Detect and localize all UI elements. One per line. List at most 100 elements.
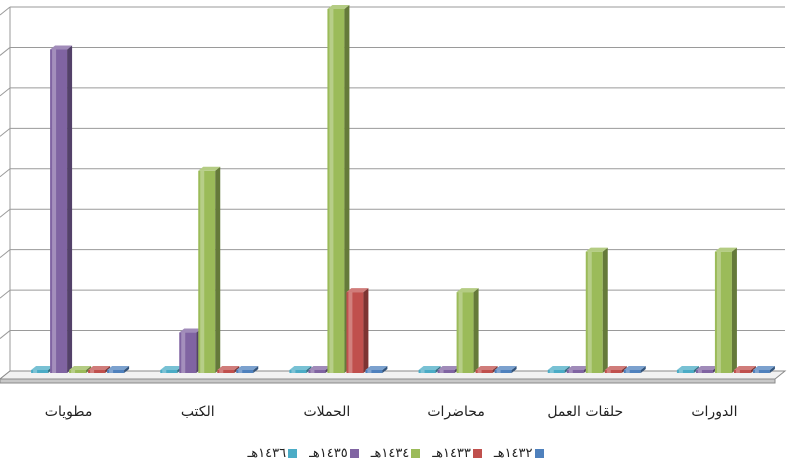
bar-side xyxy=(253,366,259,373)
bar-side xyxy=(344,5,350,373)
bar-side xyxy=(363,288,369,373)
bar xyxy=(289,366,312,373)
bar xyxy=(733,366,756,373)
bar-highlight xyxy=(754,370,759,373)
bar-front xyxy=(236,370,254,373)
bar xyxy=(585,247,608,373)
bar-highlight xyxy=(587,251,592,373)
bar-front xyxy=(365,370,383,373)
bar-front xyxy=(566,370,584,373)
gridline-side xyxy=(0,47,11,56)
bar-front xyxy=(31,370,49,373)
legend-item: ١٤٣٢هـ xyxy=(494,446,544,461)
bar-top xyxy=(623,366,646,370)
gridline-side xyxy=(0,289,11,299)
bar-front xyxy=(308,370,326,373)
category-label: الدورات xyxy=(691,404,737,420)
bar-top xyxy=(236,366,259,370)
bar xyxy=(456,288,479,373)
category-label: حلقات العمل xyxy=(547,404,623,420)
legend-item: ١٤٣٣هـ xyxy=(432,446,482,461)
bar xyxy=(69,366,92,373)
bar-highlight xyxy=(420,370,425,373)
bar-side xyxy=(473,288,479,373)
legend: ١٤٣٢هـ ١٤٣٣هـ ١٤٣٤هـ ١٤٣٥هـ ١٤٣٦هـ xyxy=(0,446,791,461)
category-label: الحملات xyxy=(304,404,351,420)
legend-label: ١٤٣٢هـ xyxy=(493,446,533,461)
bar-highlight xyxy=(310,370,315,373)
bar-highlight xyxy=(109,370,114,373)
bar-highlight xyxy=(348,292,353,373)
bar-highlight xyxy=(33,370,38,373)
bar-side xyxy=(435,366,441,373)
bar xyxy=(50,45,73,373)
bar-side xyxy=(693,366,699,373)
bar-top xyxy=(160,366,183,370)
legend-label: ١٤٣٤هـ xyxy=(370,446,410,461)
bar-top xyxy=(179,328,202,333)
bar-side xyxy=(234,366,240,373)
bar-front xyxy=(289,370,307,373)
bar xyxy=(179,328,202,373)
bar-side xyxy=(750,366,756,373)
bar-side xyxy=(731,247,737,373)
bar-side xyxy=(492,366,498,373)
bar-front xyxy=(160,370,178,373)
bar-highlight xyxy=(735,370,740,373)
bar-highlight xyxy=(162,370,167,373)
bar-highlight xyxy=(606,370,611,373)
bar-highlight xyxy=(549,370,554,373)
bar xyxy=(365,366,388,373)
bar xyxy=(475,366,498,373)
bar-top xyxy=(418,366,441,370)
bar-top xyxy=(676,366,699,370)
grid xyxy=(0,6,785,380)
bar-front xyxy=(676,370,694,373)
bar-front xyxy=(623,370,641,373)
bar-side xyxy=(511,366,517,373)
category-label: الكتب xyxy=(181,404,215,420)
bar-top xyxy=(365,366,388,370)
bar xyxy=(418,366,441,373)
bar-top xyxy=(50,45,73,50)
bar-top xyxy=(69,366,92,370)
bar-top xyxy=(547,366,570,370)
bar xyxy=(198,166,221,373)
legend-swatch xyxy=(411,449,421,458)
bar xyxy=(327,5,350,373)
bar-front xyxy=(217,370,235,373)
bar-top xyxy=(308,366,331,370)
bar-side xyxy=(564,366,570,373)
category-labels: الدورات حلقات العمل محاضرات الحملات الكتب مطو… xyxy=(45,404,738,420)
bar-front xyxy=(475,370,493,373)
bar-top xyxy=(566,366,589,370)
bar-side xyxy=(215,166,221,373)
bar-top xyxy=(604,366,627,370)
bars xyxy=(31,5,775,373)
legend-item: ١٤٣٥هـ xyxy=(309,446,359,461)
gridline-side xyxy=(0,168,11,178)
bar-top xyxy=(217,366,240,370)
bar-front xyxy=(733,370,751,373)
bar xyxy=(88,366,111,373)
bar-highlight xyxy=(678,370,683,373)
bar-top xyxy=(475,366,498,370)
bar-highlight xyxy=(329,9,334,373)
bar-highlight xyxy=(458,292,463,373)
bar-highlight xyxy=(71,370,76,373)
bar-side xyxy=(602,247,608,373)
bar xyxy=(714,247,737,373)
bar-top xyxy=(289,366,312,370)
bar-top xyxy=(695,366,718,370)
bar-top xyxy=(31,366,54,370)
bar xyxy=(752,366,775,373)
bar-top xyxy=(494,366,517,370)
bar-top xyxy=(346,288,369,293)
gridline-side xyxy=(0,208,11,218)
bar-front xyxy=(88,370,106,373)
bar-front xyxy=(547,370,565,373)
gridline-side xyxy=(0,127,11,137)
bar xyxy=(217,366,240,373)
bar-side xyxy=(105,366,111,373)
bar-highlight xyxy=(219,370,224,373)
